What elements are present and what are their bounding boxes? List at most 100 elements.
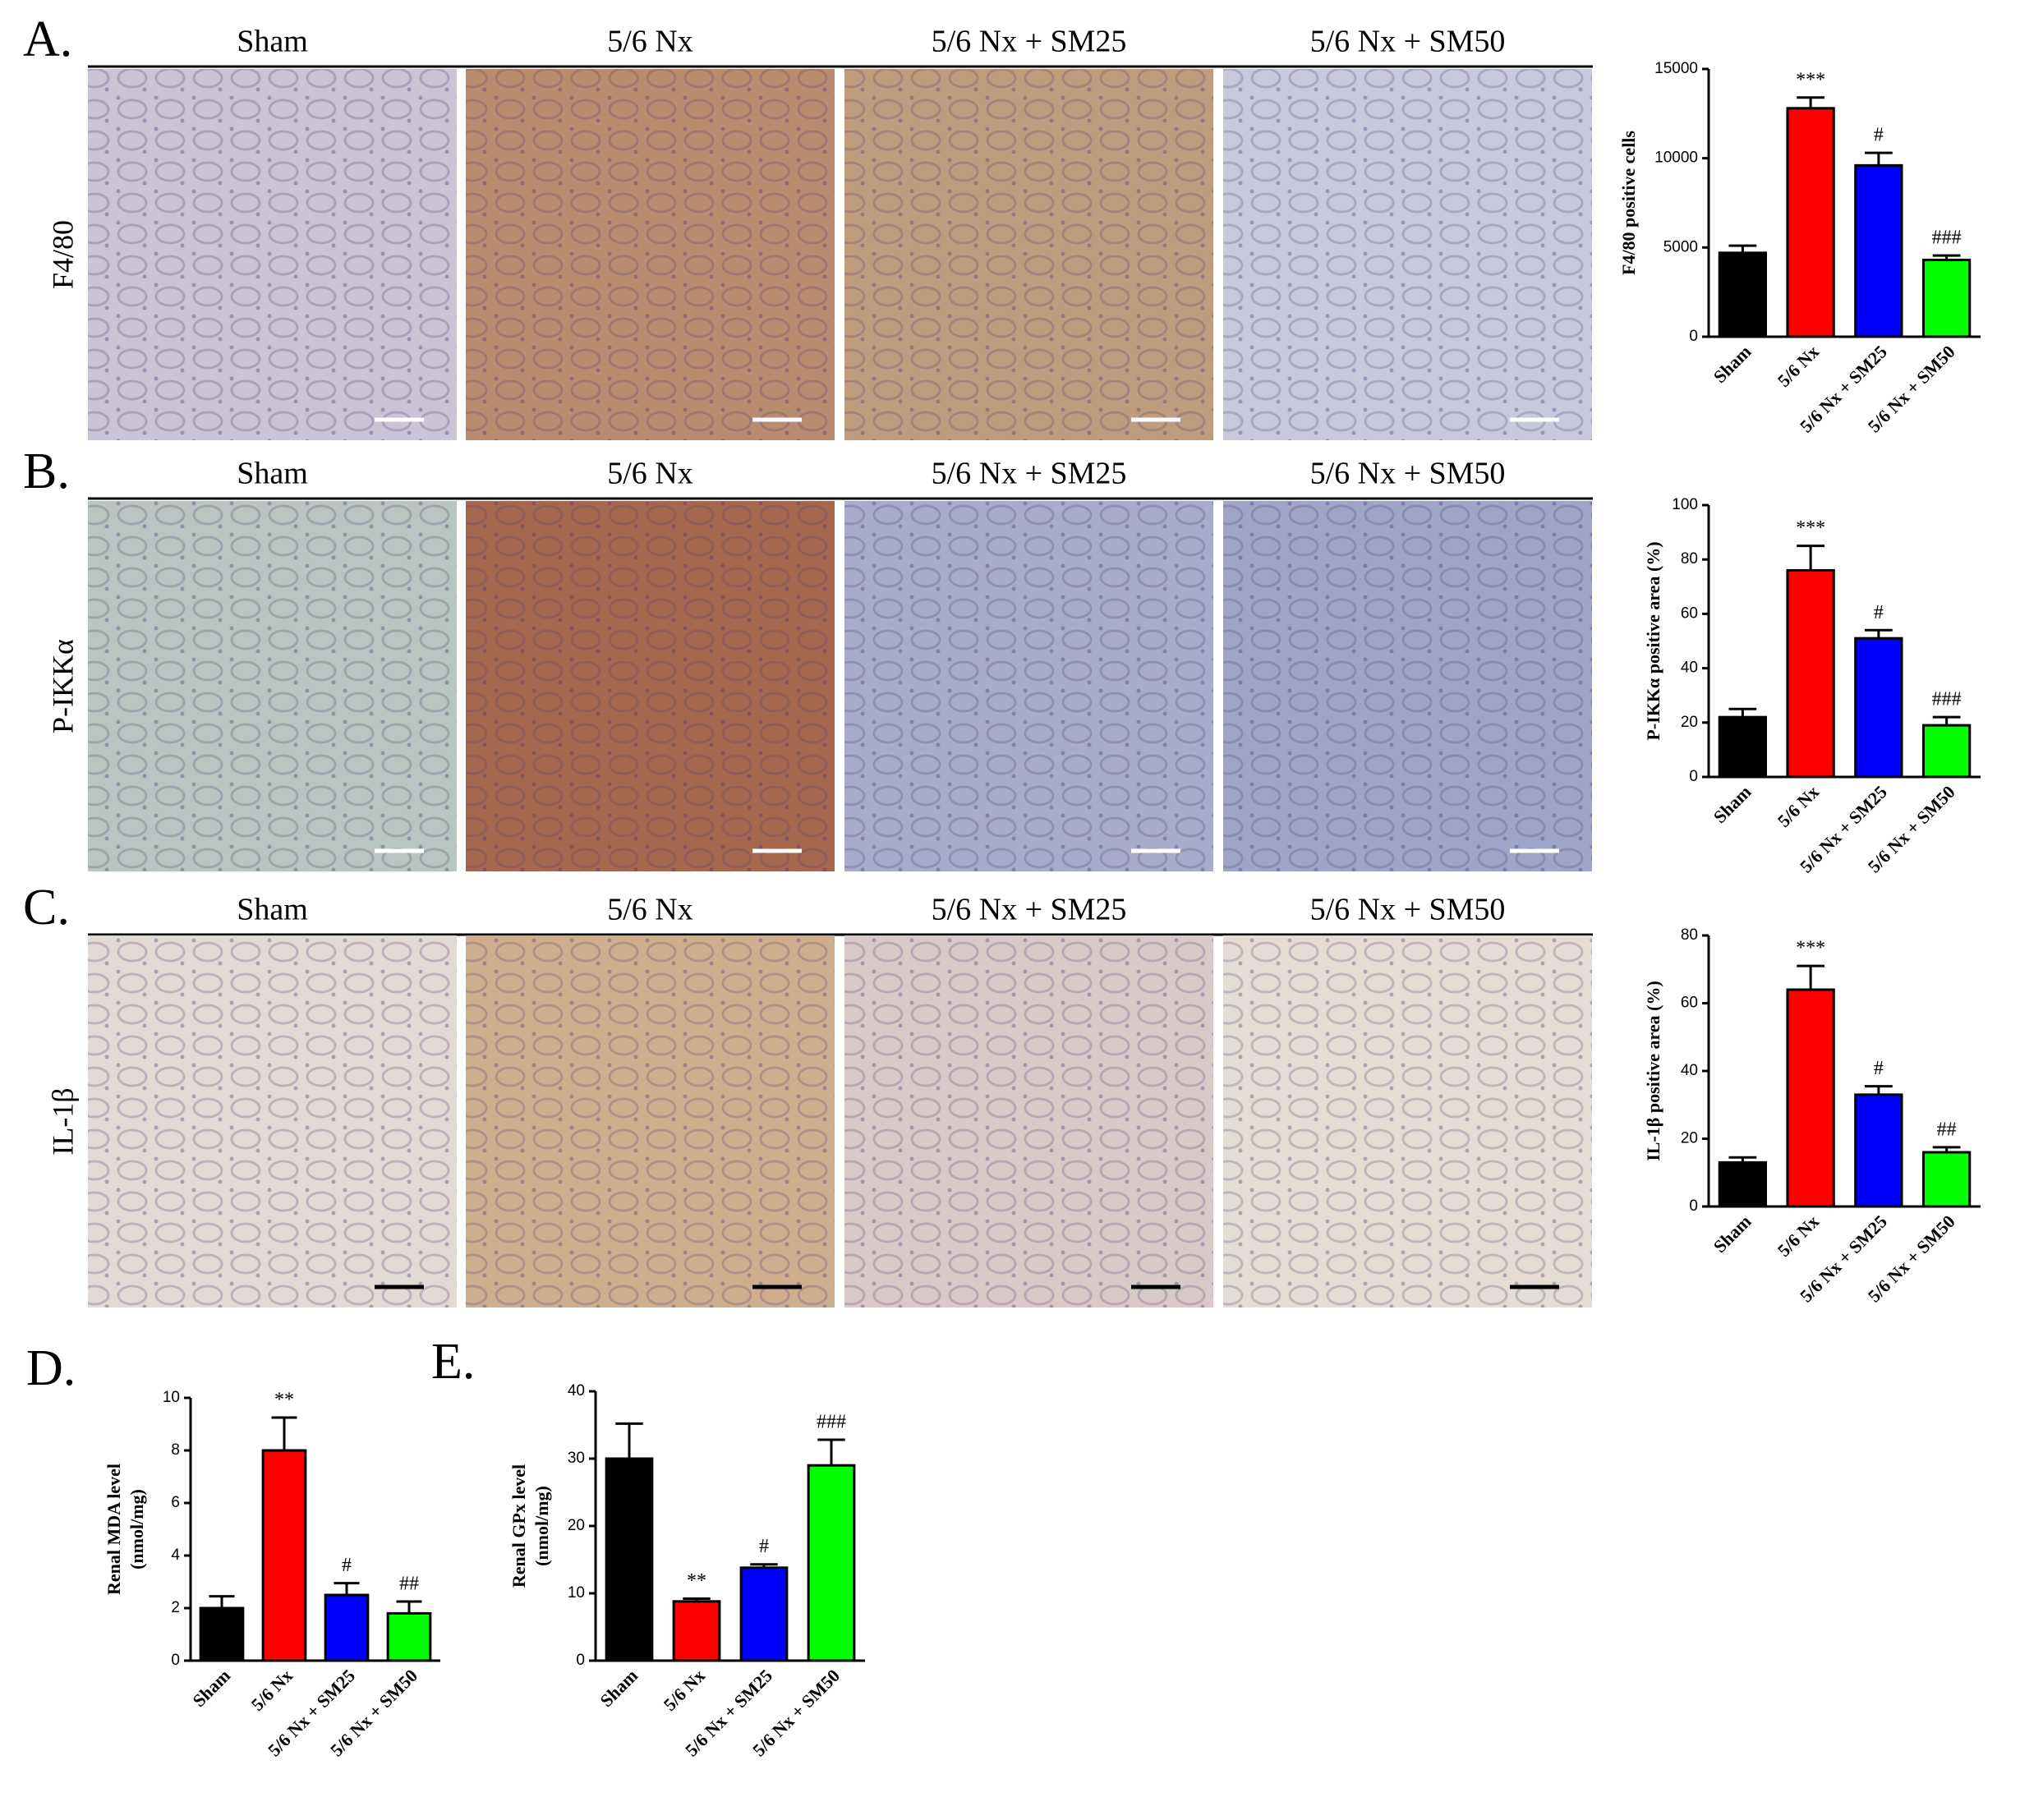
bar bbox=[1718, 715, 1768, 779]
bar bbox=[1718, 251, 1768, 338]
column-header: 5/6 Nx + SM25 bbox=[932, 893, 1127, 927]
bar bbox=[386, 1611, 432, 1662]
significance-label: # bbox=[342, 1555, 352, 1576]
bar bbox=[605, 1457, 654, 1662]
significance-label: ### bbox=[1932, 689, 1962, 710]
x-tick-label: 5/6 Nx bbox=[1774, 1211, 1823, 1260]
x-tick-label: 5/6 Nx bbox=[247, 1665, 297, 1714]
x-tick-label: Sham bbox=[188, 1665, 234, 1711]
bar bbox=[739, 1566, 789, 1662]
bar bbox=[1921, 259, 1972, 338]
micrograph-texture bbox=[466, 501, 835, 871]
y-tick-label: 2 bbox=[171, 1599, 180, 1616]
y-tick-label: 15000 bbox=[1654, 60, 1698, 77]
y-tick-label: 10 bbox=[568, 1584, 585, 1602]
y-tick-label: 0 bbox=[1689, 328, 1698, 345]
bar bbox=[1718, 1160, 1768, 1208]
micrograph-texture bbox=[844, 935, 1213, 1308]
y-tick-label: 5000 bbox=[1663, 238, 1698, 255]
x-tick-label: 5/6 Nx bbox=[660, 1665, 709, 1714]
panel-letter: B. bbox=[23, 444, 70, 499]
micrograph-texture bbox=[466, 935, 835, 1308]
bar bbox=[672, 1600, 721, 1662]
column-header: 5/6 Nx bbox=[607, 457, 693, 491]
bar bbox=[1786, 568, 1835, 779]
significance-label: *** bbox=[1796, 69, 1825, 90]
y-tick-label: 80 bbox=[1681, 550, 1698, 568]
column-header: Sham bbox=[237, 457, 308, 491]
y-axis-label: IL-1β positive area (%) bbox=[1643, 981, 1663, 1161]
stain-label: F4/80 bbox=[46, 220, 79, 289]
bar bbox=[324, 1593, 370, 1662]
significance-label: ** bbox=[687, 1570, 706, 1592]
y-tick-label: 6 bbox=[171, 1494, 180, 1511]
column-header: Sham bbox=[237, 25, 308, 59]
bar bbox=[1921, 724, 1972, 779]
stain-label: P-IKKα bbox=[46, 639, 79, 733]
micrograph-texture bbox=[1223, 501, 1592, 871]
y-tick-label: 60 bbox=[1681, 604, 1698, 622]
column-header: 5/6 Nx + SM25 bbox=[932, 25, 1127, 59]
significance-label: *** bbox=[1796, 517, 1825, 539]
y-tick-label: 40 bbox=[1681, 660, 1698, 677]
column-header: 5/6 Nx + SM50 bbox=[1310, 893, 1506, 927]
bar bbox=[1921, 1151, 1972, 1208]
y-axis-label: F4/80 positive cells bbox=[1618, 131, 1639, 275]
micrograph-texture bbox=[1223, 69, 1592, 440]
micrograph-texture bbox=[844, 69, 1213, 440]
y-tick-label: 10 bbox=[163, 1389, 180, 1406]
bar bbox=[1854, 163, 1903, 338]
significance-label: # bbox=[1874, 1058, 1884, 1079]
panel-letter: C. bbox=[23, 880, 70, 935]
column-header: 5/6 Nx + SM50 bbox=[1310, 457, 1506, 491]
bar bbox=[1786, 988, 1835, 1208]
significance-label: # bbox=[1874, 602, 1884, 623]
y-tick-label: 20 bbox=[1681, 1130, 1698, 1147]
column-header: 5/6 Nx + SM50 bbox=[1310, 25, 1506, 59]
significance-label: ## bbox=[1937, 1119, 1957, 1140]
y-tick-label: 8 bbox=[171, 1441, 180, 1459]
y-axis-label: Renal GPx level bbox=[508, 1464, 529, 1588]
y-tick-label: 40 bbox=[568, 1382, 585, 1399]
y-axis-label: Renal MDA level bbox=[104, 1464, 124, 1595]
micrograph-texture bbox=[88, 501, 457, 871]
x-tick-label: Sham bbox=[596, 1665, 642, 1711]
y-tick-label: 20 bbox=[568, 1517, 585, 1534]
bar bbox=[261, 1449, 307, 1662]
bar bbox=[807, 1464, 856, 1662]
micrograph-texture bbox=[88, 69, 457, 440]
y-tick-label: 80 bbox=[1681, 926, 1698, 944]
y-axis-label: P-IKKα positive area (%) bbox=[1643, 541, 1663, 740]
significance-label: # bbox=[1874, 125, 1884, 146]
y-tick-label: 0 bbox=[171, 1652, 180, 1669]
y-tick-label: 20 bbox=[1681, 714, 1698, 731]
micrograph-texture bbox=[1223, 935, 1592, 1308]
y-tick-label: 40 bbox=[1681, 1062, 1698, 1079]
x-tick-label: 5/6 Nx bbox=[1774, 341, 1823, 390]
micrograph-texture bbox=[88, 935, 457, 1308]
stain-label: IL-1β bbox=[46, 1087, 79, 1155]
y-axis-label: (nmol/mg) bbox=[127, 1489, 147, 1570]
panel-letter: E. bbox=[431, 1334, 475, 1390]
bar bbox=[1854, 637, 1903, 779]
x-tick-label: 5/6 Nx bbox=[1774, 781, 1823, 830]
y-tick-label: 100 bbox=[1672, 496, 1698, 513]
bar bbox=[1786, 107, 1835, 338]
significance-label: ** bbox=[274, 1390, 294, 1411]
y-tick-label: 30 bbox=[568, 1450, 585, 1467]
y-tick-label: 0 bbox=[1689, 1197, 1698, 1215]
y-tick-label: 60 bbox=[1681, 995, 1698, 1012]
y-tick-label: 10000 bbox=[1654, 149, 1698, 167]
column-header: 5/6 Nx bbox=[607, 893, 693, 927]
y-tick-label: 0 bbox=[576, 1652, 585, 1669]
column-header: Sham bbox=[237, 893, 308, 927]
x-tick-label: Sham bbox=[1709, 341, 1755, 387]
micrograph-texture bbox=[466, 69, 835, 440]
y-tick-label: 0 bbox=[1689, 768, 1698, 785]
bar bbox=[199, 1606, 245, 1662]
x-tick-label: Sham bbox=[1709, 781, 1755, 827]
significance-label: ### bbox=[817, 1412, 846, 1433]
column-header: 5/6 Nx bbox=[607, 25, 693, 59]
panel-letter: A. bbox=[23, 11, 72, 67]
